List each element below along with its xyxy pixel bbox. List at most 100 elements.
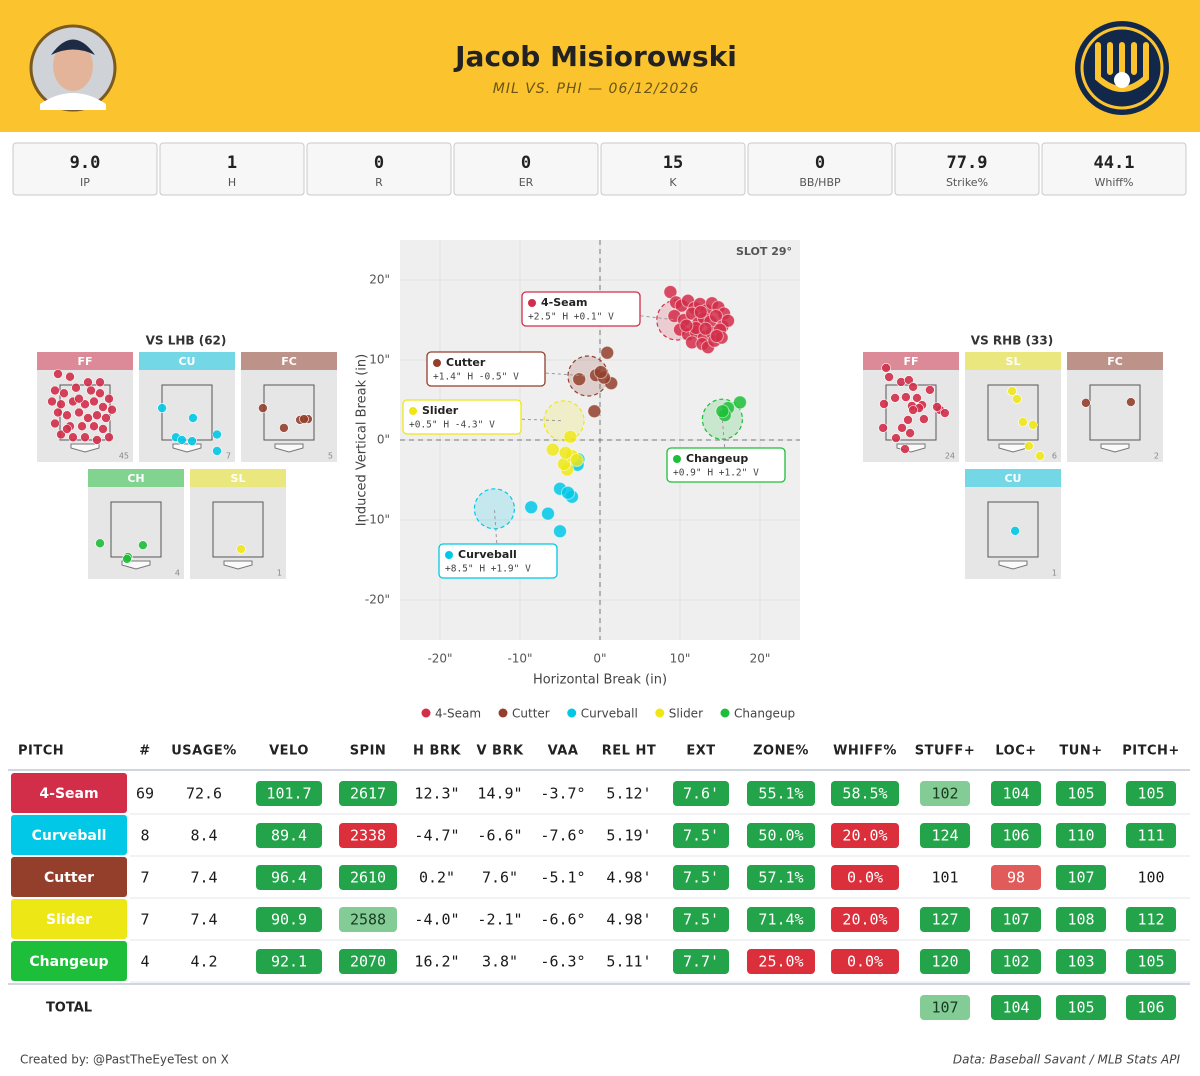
cell-badge bbox=[1126, 781, 1176, 806]
zone-pitch bbox=[62, 424, 72, 434]
pitch-point bbox=[679, 318, 694, 333]
cell-badge bbox=[1056, 823, 1106, 848]
zone-pitch bbox=[212, 429, 222, 440]
zone-pitch bbox=[881, 363, 891, 373]
cell-badge bbox=[1056, 949, 1106, 974]
subtitle: MIL VS. PHI — 06/12/2026 bbox=[493, 81, 700, 97]
cell-value: 110 bbox=[1067, 827, 1094, 845]
callout-connector bbox=[461, 416, 565, 422]
y-tick-label: -10" bbox=[365, 513, 390, 527]
cell-value: 71.4% bbox=[758, 911, 803, 929]
zone-pitch bbox=[212, 446, 222, 456]
x-tick-label: 20" bbox=[750, 652, 771, 666]
cell-value: 104 bbox=[1002, 785, 1029, 803]
pitch-badge bbox=[11, 899, 127, 939]
cell-badge bbox=[991, 995, 1041, 1020]
pitch-point bbox=[553, 524, 567, 539]
stat-label: K bbox=[669, 176, 677, 189]
x-axis-label: Horizontal Break (in) bbox=[533, 673, 667, 688]
x-tick-label: -20" bbox=[427, 652, 452, 666]
stat-box bbox=[600, 142, 746, 196]
pitch-point bbox=[561, 485, 575, 500]
cell-badge bbox=[339, 907, 397, 932]
zone-pitch bbox=[98, 402, 108, 412]
zone-pitch bbox=[884, 372, 894, 382]
zone-pitch bbox=[83, 413, 93, 423]
cell-value: 20.0% bbox=[842, 911, 887, 929]
column-header: SPIN bbox=[350, 744, 387, 759]
zone-panel-label: FF bbox=[77, 355, 92, 368]
cell-badge bbox=[673, 781, 729, 806]
cell-value: 107 bbox=[1067, 869, 1094, 887]
callout-name: 4-Seam bbox=[541, 296, 588, 309]
zone-panel-label: SL bbox=[1006, 355, 1021, 368]
cell-value: 102 bbox=[931, 785, 958, 803]
cell-value: 5.19' bbox=[606, 827, 651, 845]
cell-badge bbox=[256, 907, 322, 932]
zone-pitch bbox=[1126, 397, 1136, 407]
player-photo bbox=[29, 24, 117, 112]
pitch-name: Curveball bbox=[32, 828, 107, 844]
zone-count: 24 bbox=[945, 452, 955, 461]
cell-badge bbox=[1056, 865, 1106, 890]
cell-value: 103 bbox=[1067, 953, 1094, 971]
cell-value: 3.8" bbox=[482, 953, 518, 971]
zone-pitch bbox=[919, 414, 929, 424]
zone-count: 1 bbox=[277, 569, 282, 578]
cell-badge bbox=[991, 781, 1041, 806]
zone-pitch bbox=[95, 538, 105, 549]
cell-value: 100 bbox=[1137, 869, 1164, 887]
zone-pitch bbox=[89, 421, 99, 432]
cell-value: 5.11' bbox=[606, 953, 651, 971]
zone-pitch bbox=[98, 424, 108, 434]
zone-pitch bbox=[901, 392, 911, 402]
cell-badge bbox=[339, 865, 397, 890]
zone-pitch bbox=[107, 404, 117, 415]
legend-marker bbox=[720, 708, 730, 718]
cell-value: 96.4 bbox=[271, 869, 307, 887]
zone-count: 2 bbox=[1154, 452, 1159, 461]
cell-value: 89.4 bbox=[271, 827, 307, 845]
cell-value: 98 bbox=[1007, 869, 1025, 887]
column-header: ZONE% bbox=[753, 744, 809, 759]
callout-box bbox=[521, 291, 641, 327]
cell-badge bbox=[1126, 823, 1176, 848]
zone-panel-header bbox=[965, 352, 1061, 370]
stat-box bbox=[12, 142, 158, 196]
zone-pitch bbox=[56, 399, 66, 410]
home-plate bbox=[998, 560, 1028, 570]
cell-value: 4.98' bbox=[606, 869, 651, 887]
cell-value: 107 bbox=[1002, 911, 1029, 929]
zone-count: 1 bbox=[1052, 569, 1057, 578]
cell-value: 0.0% bbox=[847, 869, 883, 887]
zone-pitch bbox=[904, 375, 914, 385]
reference-circle bbox=[473, 488, 515, 530]
cell-value: 101 bbox=[931, 869, 958, 887]
pitch-name: Cutter bbox=[44, 870, 94, 886]
cell-value: 14.9" bbox=[477, 785, 522, 803]
cell-badge bbox=[673, 949, 729, 974]
source: Data: Baseball Savant / MLB Stats API bbox=[953, 1053, 1181, 1067]
cell-value: 90.9 bbox=[271, 911, 307, 929]
cell-value: 7.5' bbox=[683, 911, 719, 929]
cell-badge bbox=[831, 907, 899, 932]
zone-panel-header bbox=[241, 352, 337, 370]
x-tick-label: 10" bbox=[670, 652, 691, 666]
zone-pitch bbox=[896, 377, 906, 387]
zone-pitch bbox=[900, 444, 910, 454]
cell-value: -2.1" bbox=[477, 911, 522, 929]
cell-value: 50.0% bbox=[758, 827, 803, 845]
callout-box bbox=[666, 447, 786, 483]
column-header: VELO bbox=[269, 744, 309, 759]
cell-value: 2617 bbox=[350, 785, 386, 803]
callout-dot bbox=[433, 359, 441, 367]
zone-pitch bbox=[890, 393, 900, 403]
cell-value: 105 bbox=[1067, 999, 1094, 1017]
zone-pitch bbox=[122, 554, 132, 564]
callout-dot bbox=[409, 407, 417, 415]
cell-value: 2610 bbox=[350, 869, 386, 887]
zone-pitch bbox=[47, 396, 57, 407]
legend-marker bbox=[655, 708, 665, 718]
callout-name: Curveball bbox=[458, 548, 517, 561]
stat-value: 44.1 bbox=[1094, 153, 1135, 173]
